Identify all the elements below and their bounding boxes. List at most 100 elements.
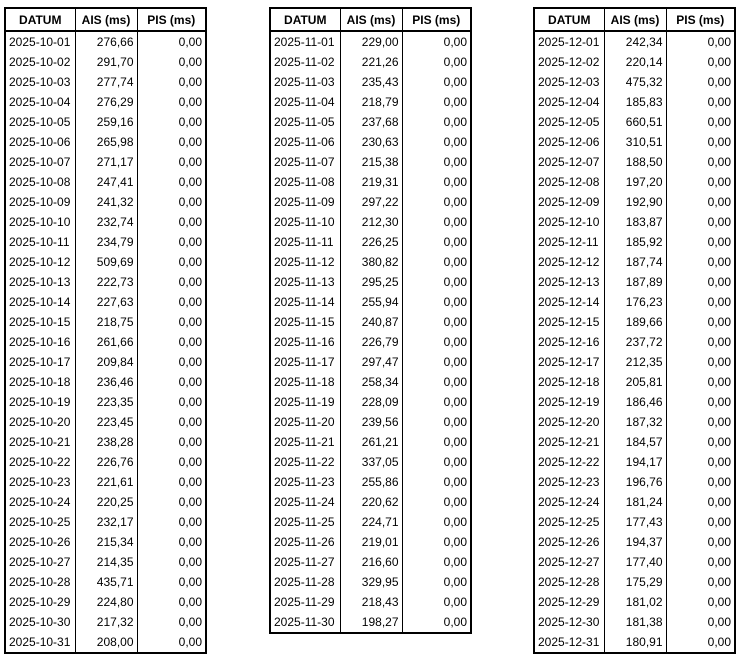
data-row: 2025-10-15 218,75 0,00 (4, 312, 207, 332)
value-cell: 0,00 (665, 632, 736, 653)
data-row: 2025-10-06 265,98 0,00 (4, 132, 207, 152)
value-cell: 0,00 (136, 492, 207, 512)
value-cell: 0,00 (401, 392, 472, 412)
column-header: DATUM (269, 8, 341, 32)
value-cell: 0,00 (401, 272, 472, 292)
value-cell: 0,00 (665, 512, 736, 532)
value-cell: 0,00 (401, 292, 472, 312)
date-cell: 2025-11-08 (269, 172, 341, 192)
data-row: 2025-12-22 194,17 0,00 (533, 452, 736, 472)
date-cell: 2025-10-30 (4, 612, 76, 632)
value-cell: 181,38 (603, 612, 667, 632)
data-row: 2025-11-28 329,95 0,00 (269, 572, 472, 592)
date-cell: 2025-10-26 (4, 532, 76, 552)
data-row: 2025-12-04 185,83 0,00 (533, 92, 736, 112)
date-cell: 2025-12-02 (533, 52, 605, 72)
value-cell: 0,00 (136, 472, 207, 492)
data-row: 2025-10-20 223,45 0,00 (4, 412, 207, 432)
data-row: 2025-10-21 238,28 0,00 (4, 432, 207, 452)
data-row: 2025-11-20 239,56 0,00 (269, 412, 472, 432)
data-row: 2025-11-15 240,87 0,00 (269, 312, 472, 332)
value-cell: 0,00 (401, 312, 472, 332)
data-row: 2025-12-11 185,92 0,00 (533, 232, 736, 252)
value-cell: 212,35 (603, 352, 667, 372)
date-cell: 2025-11-30 (269, 612, 341, 633)
value-cell: 0,00 (401, 112, 472, 132)
value-cell: 212,30 (339, 212, 403, 232)
data-table: DATUM AIS (ms) PIS (ms) 2025-10-01 276,66 0,0… (4, 7, 207, 654)
data-row: 2025-11-14 255,94 0,00 (269, 292, 472, 312)
date-cell: 2025-12-04 (533, 92, 605, 112)
value-cell: 0,00 (665, 252, 736, 272)
data-row: 2025-12-29 181,02 0,00 (533, 592, 736, 612)
value-cell: 0,00 (665, 572, 736, 592)
data-row: 2025-11-24 220,62 0,00 (269, 492, 472, 512)
value-cell: 177,40 (603, 552, 667, 572)
value-cell: 0,00 (401, 532, 472, 552)
date-cell: 2025-10-12 (4, 252, 76, 272)
value-cell: 0,00 (665, 112, 736, 132)
date-cell: 2025-10-06 (4, 132, 76, 152)
data-row: 2025-10-17 209,84 0,00 (4, 352, 207, 372)
data-row: 2025-10-04 276,29 0,00 (4, 92, 207, 112)
date-cell: 2025-10-05 (4, 112, 76, 132)
value-cell: 0,00 (665, 292, 736, 312)
date-cell: 2025-11-22 (269, 452, 341, 472)
value-cell: 218,79 (339, 92, 403, 112)
value-cell: 0,00 (665, 452, 736, 472)
data-row: 2025-10-12 509,69 0,00 (4, 252, 207, 272)
date-cell: 2025-12-22 (533, 452, 605, 472)
column-header: AIS (ms) (74, 8, 138, 32)
date-cell: 2025-12-15 (533, 312, 605, 332)
date-cell: 2025-12-11 (533, 232, 605, 252)
value-cell: 0,00 (136, 272, 207, 292)
data-row: 2025-12-21 184,57 0,00 (533, 432, 736, 452)
date-cell: 2025-10-07 (4, 152, 76, 172)
data-row: 2025-10-02 291,70 0,00 (4, 52, 207, 72)
date-cell: 2025-11-15 (269, 312, 341, 332)
date-cell: 2025-10-23 (4, 472, 76, 492)
value-cell: 0,00 (401, 552, 472, 572)
value-cell: 0,00 (136, 152, 207, 172)
value-cell: 198,27 (339, 612, 403, 633)
data-row: 2025-12-16 237,72 0,00 (533, 332, 736, 352)
date-cell: 2025-11-16 (269, 332, 341, 352)
data-row: 2025-10-23 221,61 0,00 (4, 472, 207, 492)
date-cell: 2025-12-25 (533, 512, 605, 532)
column-header: DATUM (533, 8, 605, 32)
date-cell: 2025-10-22 (4, 452, 76, 472)
date-cell: 2025-10-16 (4, 332, 76, 352)
value-cell: 0,00 (136, 552, 207, 572)
data-row: 2025-11-10 212,30 0,00 (269, 212, 472, 232)
data-row: 2025-12-03 475,32 0,00 (533, 72, 736, 92)
date-cell: 2025-11-26 (269, 532, 341, 552)
value-cell: 276,66 (74, 31, 138, 52)
value-cell: 215,38 (339, 152, 403, 172)
date-cell: 2025-12-24 (533, 492, 605, 512)
value-cell: 0,00 (665, 592, 736, 612)
date-cell: 2025-10-03 (4, 72, 76, 92)
value-cell: 0,00 (136, 372, 207, 392)
value-cell: 0,00 (136, 512, 207, 532)
value-cell: 176,23 (603, 292, 667, 312)
value-cell: 255,86 (339, 472, 403, 492)
date-cell: 2025-11-23 (269, 472, 341, 492)
date-cell: 2025-12-31 (533, 632, 605, 653)
value-cell: 0,00 (665, 612, 736, 632)
date-cell: 2025-12-30 (533, 612, 605, 632)
data-row: 2025-12-20 187,32 0,00 (533, 412, 736, 432)
value-cell: 0,00 (136, 31, 207, 52)
value-cell: 0,00 (136, 572, 207, 592)
data-row: 2025-12-30 181,38 0,00 (533, 612, 736, 632)
date-cell: 2025-12-26 (533, 532, 605, 552)
value-cell: 220,25 (74, 492, 138, 512)
column-header: PIS (ms) (665, 8, 736, 32)
date-cell: 2025-10-08 (4, 172, 76, 192)
value-cell: 232,74 (74, 212, 138, 232)
header-row: DATUM AIS (ms) PIS (ms) (4, 8, 207, 32)
data-row: 2025-12-12 187,74 0,00 (533, 252, 736, 272)
value-cell: 184,57 (603, 432, 667, 452)
data-row: 2025-11-25 224,71 0,00 (269, 512, 472, 532)
value-cell: 0,00 (136, 132, 207, 152)
data-row: 2025-11-22 337,05 0,00 (269, 452, 472, 472)
